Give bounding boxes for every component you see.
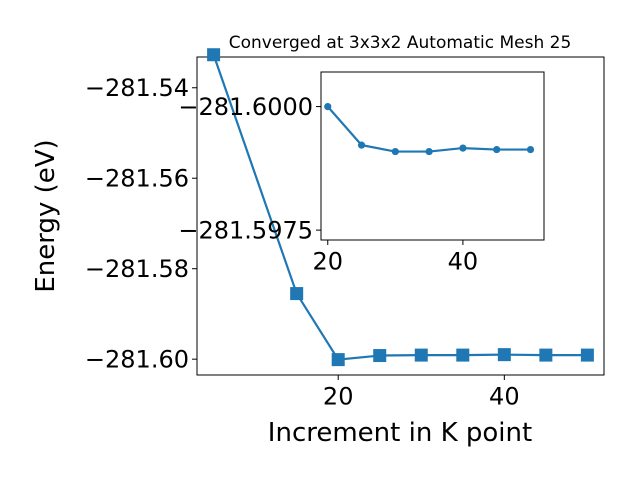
inset-ticks: 20 40 −281.6000 −281.5975 — [178, 93, 478, 276]
inset-x-tick-label: 40 — [448, 248, 479, 276]
y-axis-label: Energy (eV) — [31, 139, 61, 292]
main-x-tick-label: 40 — [489, 383, 520, 411]
main-y-tick-label: −281.56 — [85, 165, 189, 193]
inset-data-point — [391, 147, 399, 156]
main-data-point — [580, 348, 594, 362]
inset-data-point — [459, 144, 467, 152]
main-data-point — [539, 348, 553, 362]
main-plot-area — [196, 56, 605, 376]
main-data-point — [373, 349, 387, 363]
main-ticks: 20 40 −281.54 −281.56 −281.58 −281.60 — [85, 74, 520, 410]
inset-series — [324, 102, 535, 156]
inset-plot-area — [320, 71, 545, 241]
main-x-tick-label: 20 — [323, 383, 354, 411]
inset-x-tick-label: 20 — [312, 248, 343, 276]
main-data-point — [290, 287, 304, 301]
main-series — [207, 48, 594, 367]
main-data-point — [497, 348, 511, 362]
inset-data-point — [493, 145, 501, 154]
inset-data-point — [324, 102, 332, 111]
main-y-tick-label: −281.54 — [85, 74, 189, 102]
main-data-point — [331, 353, 345, 367]
inset-y-tick-label: −281.6000 — [178, 93, 313, 121]
inset-data-point — [425, 147, 433, 156]
main-y-tick-label: −281.60 — [85, 346, 189, 374]
main-data-point — [414, 348, 428, 362]
inset-data-point — [357, 141, 366, 149]
chart-title: Converged at 3x3x2 Automatic Mesh 25 — [229, 33, 572, 53]
inset-y-tick-label: −281.5975 — [178, 217, 313, 245]
inset-data-point — [526, 145, 535, 154]
main-y-tick-label: −281.58 — [85, 255, 189, 283]
main-data-point — [456, 348, 470, 362]
main-data-point — [207, 48, 221, 62]
x-axis-label: Increment in K point — [268, 418, 532, 448]
